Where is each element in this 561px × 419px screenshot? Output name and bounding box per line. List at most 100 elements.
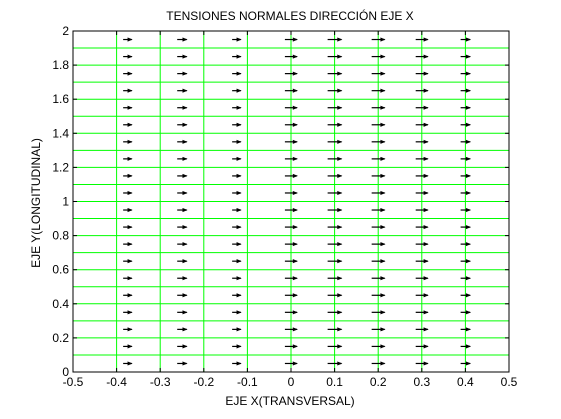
quiver-arrow-head [465,122,472,127]
quiver-arrow-head [465,88,472,93]
quiver-arrow-head [337,156,343,161]
quiver-arrow-head [292,361,298,366]
quiver-arrow-head [236,242,242,247]
quiver-arrow-head [465,207,472,213]
quiver-arrow-head [182,54,188,59]
quiver-arrow-head [380,122,386,127]
quiver-arrow-head [236,105,242,110]
quiver-arrow-head [127,139,133,144]
quiver-arrow-head [337,310,343,315]
quiver-arrow-head [182,293,188,298]
y-tick-label: 2 [62,24,69,38]
quiver-arrow-head [380,361,386,366]
quiver-arrow-head [292,54,298,59]
quiver-arrow-head [380,54,386,59]
quiver-arrow-head [423,156,429,161]
quiver-arrow-head [236,139,242,144]
quiver-arrow-head [380,259,386,264]
quiver-arrow-head [127,276,133,281]
quiver-arrow-head [292,71,298,76]
quiver-arrow-head [380,139,386,144]
quiver-arrow-head [337,327,343,332]
quiver-arrow-head [182,173,188,178]
quiver-arrow-head [380,344,386,349]
y-tick-label: 0.2 [52,331,69,345]
quiver-arrow-head [423,225,429,230]
quiver-arrow-head [127,190,133,196]
quiver-arrow-head [127,54,133,59]
quiver-arrow-head [127,259,133,264]
x-axis-label: EJE X(TRANSVERSAL) [225,394,354,408]
quiver-arrow-head [465,242,472,247]
quiver-arrow-head [380,173,386,178]
quiver-arrow-head [337,225,343,230]
quiver-arrow-head [292,173,298,178]
quiver-arrow-head [182,156,188,161]
x-tick-label: 0 [288,375,295,389]
quiver-arrow-head [465,327,472,332]
quiver-arrow-head [423,327,429,332]
quiver-arrow-head [292,139,298,144]
quiver-arrow-head [465,225,472,230]
y-tick-label: 1.4 [52,126,69,140]
quiver-arrow-head [292,105,298,110]
quiver-arrow-head [236,276,242,281]
quiver-arrow-head [182,105,188,110]
quiver-arrow-head [465,190,472,196]
quiver-arrow-head [292,225,298,230]
quiver-arrow-head [337,190,343,196]
quiver-arrow-head [380,225,386,230]
quiver-arrow-head [127,361,133,366]
quiver-arrow-head [182,276,188,281]
quiver-arrow-head [182,310,188,315]
quiver-arrow-head [182,259,188,264]
quiver-arrow-head [127,122,133,127]
quiver-arrow-head [337,54,343,59]
quiver-arrow-head [127,71,133,76]
quiver-arrow-head [337,344,343,349]
quiver-arrow-head [423,190,429,196]
quiver-arrow-head [423,207,429,213]
quiver-arrow-head [465,105,472,110]
quiver-arrow-head [182,190,188,196]
x-tick-label: 0.2 [370,375,387,389]
x-tick-label: -0.4 [106,375,127,389]
quiver-arrow-head [337,276,343,281]
quiver-arrow-head [127,207,133,213]
quiver-arrow-head [236,259,242,264]
x-tick-label: 0.1 [326,375,343,389]
quiver-arrow-head [236,327,242,332]
quiver-arrow-head [236,344,242,349]
quiver-arrow-head [337,259,343,264]
quiver-arrow-head [423,310,429,315]
quiver-arrow-head [127,242,133,247]
quiver-arrow-head [423,37,429,42]
y-tick-label: 0 [62,365,69,379]
quiver-arrow-head [423,259,429,264]
quiver-arrow-head [380,276,386,281]
x-tick-label: -0.1 [237,375,258,389]
quiver-arrow-head [380,105,386,110]
quiver-arrow-head [380,88,386,93]
y-tick-label: 1.6 [52,92,69,106]
quiver-arrow-head [465,156,472,161]
quiver-arrow-head [465,139,472,144]
quiver-arrow-head [292,37,298,42]
y-tick-label: 1.2 [52,160,69,174]
quiver-arrow-head [465,276,472,281]
quiver-arrow-head [337,71,343,76]
quiver-arrow-head [337,88,343,93]
quiver-arrow-head [292,327,298,332]
x-tick-label: -0.5 [63,375,84,389]
quiver-arrow-head [465,173,472,178]
chart-title: TENSIONES NORMALES DIRECCIÓN EJE X [166,8,413,23]
quiver-arrow-head [423,276,429,281]
quiver-arrow-head [236,173,242,178]
quiver-arrow-head [182,207,188,213]
quiver-arrow-head [236,190,242,196]
quiver-arrow-head [465,310,472,315]
quiver-arrow-head [423,122,429,127]
x-tick-label: 0.3 [413,375,430,389]
quiver-arrow-head [380,242,386,247]
quiver-arrow-head [423,173,429,178]
